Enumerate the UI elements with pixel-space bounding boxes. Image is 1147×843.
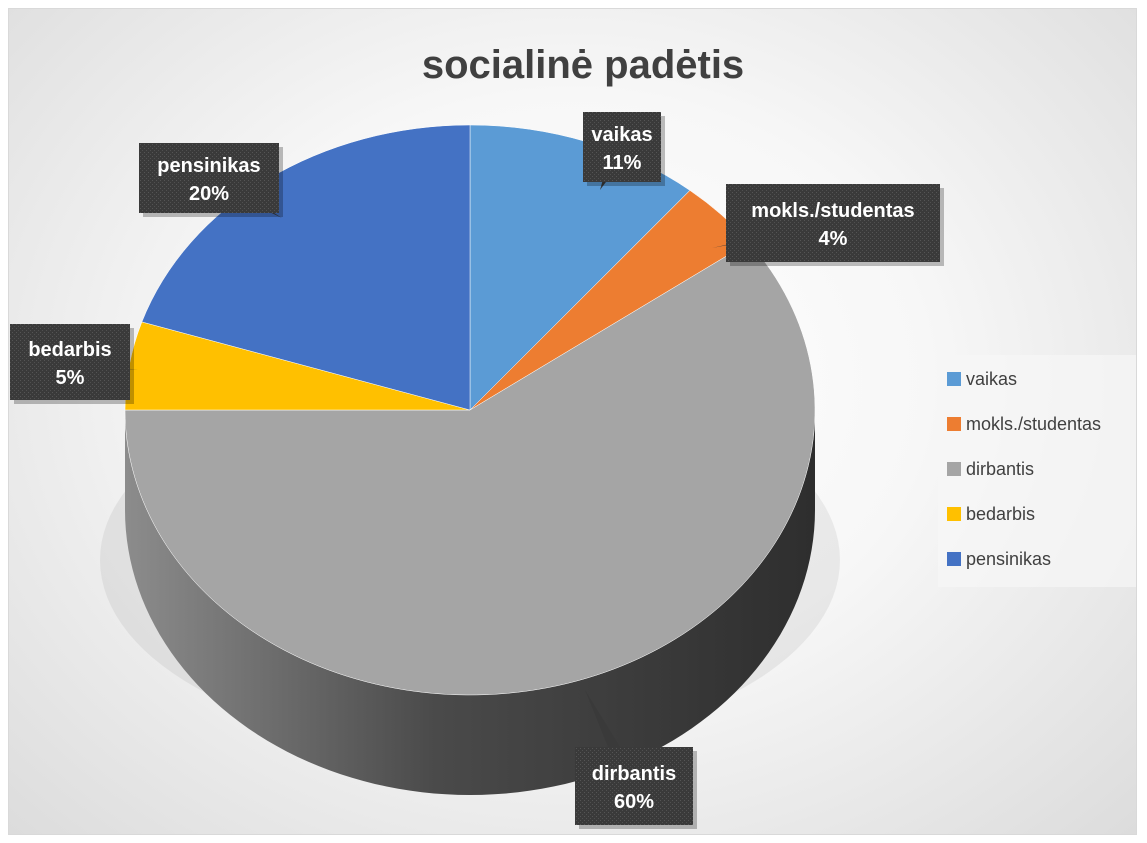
- legend-item-vaikas: vaikas: [947, 369, 1017, 389]
- data-label-dirbantis: dirbantis 60%: [575, 747, 697, 829]
- data-label-box-vaikas: [583, 112, 661, 182]
- data-label-vaikas: vaikas 11%: [583, 112, 665, 186]
- legend-label-vaikas: vaikas: [966, 369, 1017, 389]
- data-label-category-dirbantis: dirbantis: [592, 763, 676, 785]
- legend-swatch-mokls-studentas: [947, 417, 961, 431]
- legend-label-dirbantis: dirbantis: [966, 459, 1034, 479]
- legend: vaikas mokls./studentas dirbantis bedarbis p…: [938, 355, 1136, 587]
- data-label-box-pensinikas: [139, 143, 279, 213]
- data-label-category-vaikas: vaikas: [591, 124, 652, 146]
- data-label-value-bedarbis: 5%: [56, 367, 85, 389]
- chart-title: socialinė padėtis: [422, 43, 744, 87]
- data-label-pensinikas: pensinikas 20%: [139, 143, 283, 217]
- legend-label-mokls-studentas: mokls./studentas: [966, 414, 1101, 434]
- data-label-value-dirbantis: 60%: [614, 791, 654, 813]
- pie-side-wall: [125, 410, 815, 795]
- data-label-box-mokls-studentas: [726, 184, 940, 262]
- data-label-box-bedarbis: [10, 324, 130, 400]
- pie-slice-dirbantis: [124, 242, 816, 696]
- legend-label-pensinikas: pensinikas: [966, 549, 1051, 569]
- legend-box: [938, 355, 1136, 587]
- legend-swatch-pensinikas: [947, 552, 961, 566]
- data-label-box-dirbantis: [575, 747, 693, 825]
- legend-swatch-dirbantis: [947, 462, 961, 476]
- data-label-category-bedarbis: bedarbis: [28, 339, 111, 361]
- data-label-bedarbis: bedarbis 5%: [10, 324, 134, 404]
- legend-item-bedarbis: bedarbis: [947, 504, 1035, 524]
- legend-label-bedarbis: bedarbis: [966, 504, 1035, 524]
- data-label-category-pensinikas: pensinikas: [157, 155, 260, 177]
- legend-item-mokls-studentas: mokls./studentas: [947, 414, 1101, 434]
- data-labels: vaikas 11% mokls./studentas 4% dirbantis 60% b…: [10, 112, 944, 829]
- data-label-value-vaikas: 11%: [603, 152, 642, 174]
- legend-item-dirbantis: dirbantis: [947, 459, 1034, 479]
- data-label-category-mokls-studentas: mokls./studentas: [751, 200, 914, 222]
- pie-slices: [124, 124, 816, 696]
- legend-swatch-bedarbis: [947, 507, 961, 521]
- legend-swatch-vaikas: [947, 372, 961, 386]
- data-label-value-pensinikas: 20%: [189, 183, 229, 205]
- data-label-value-mokls-studentas: 4%: [819, 228, 848, 250]
- pie-3d-side: [125, 410, 815, 795]
- legend-item-pensinikas: pensinikas: [947, 549, 1051, 569]
- data-label-mokls-studentas: mokls./studentas 4%: [726, 184, 944, 266]
